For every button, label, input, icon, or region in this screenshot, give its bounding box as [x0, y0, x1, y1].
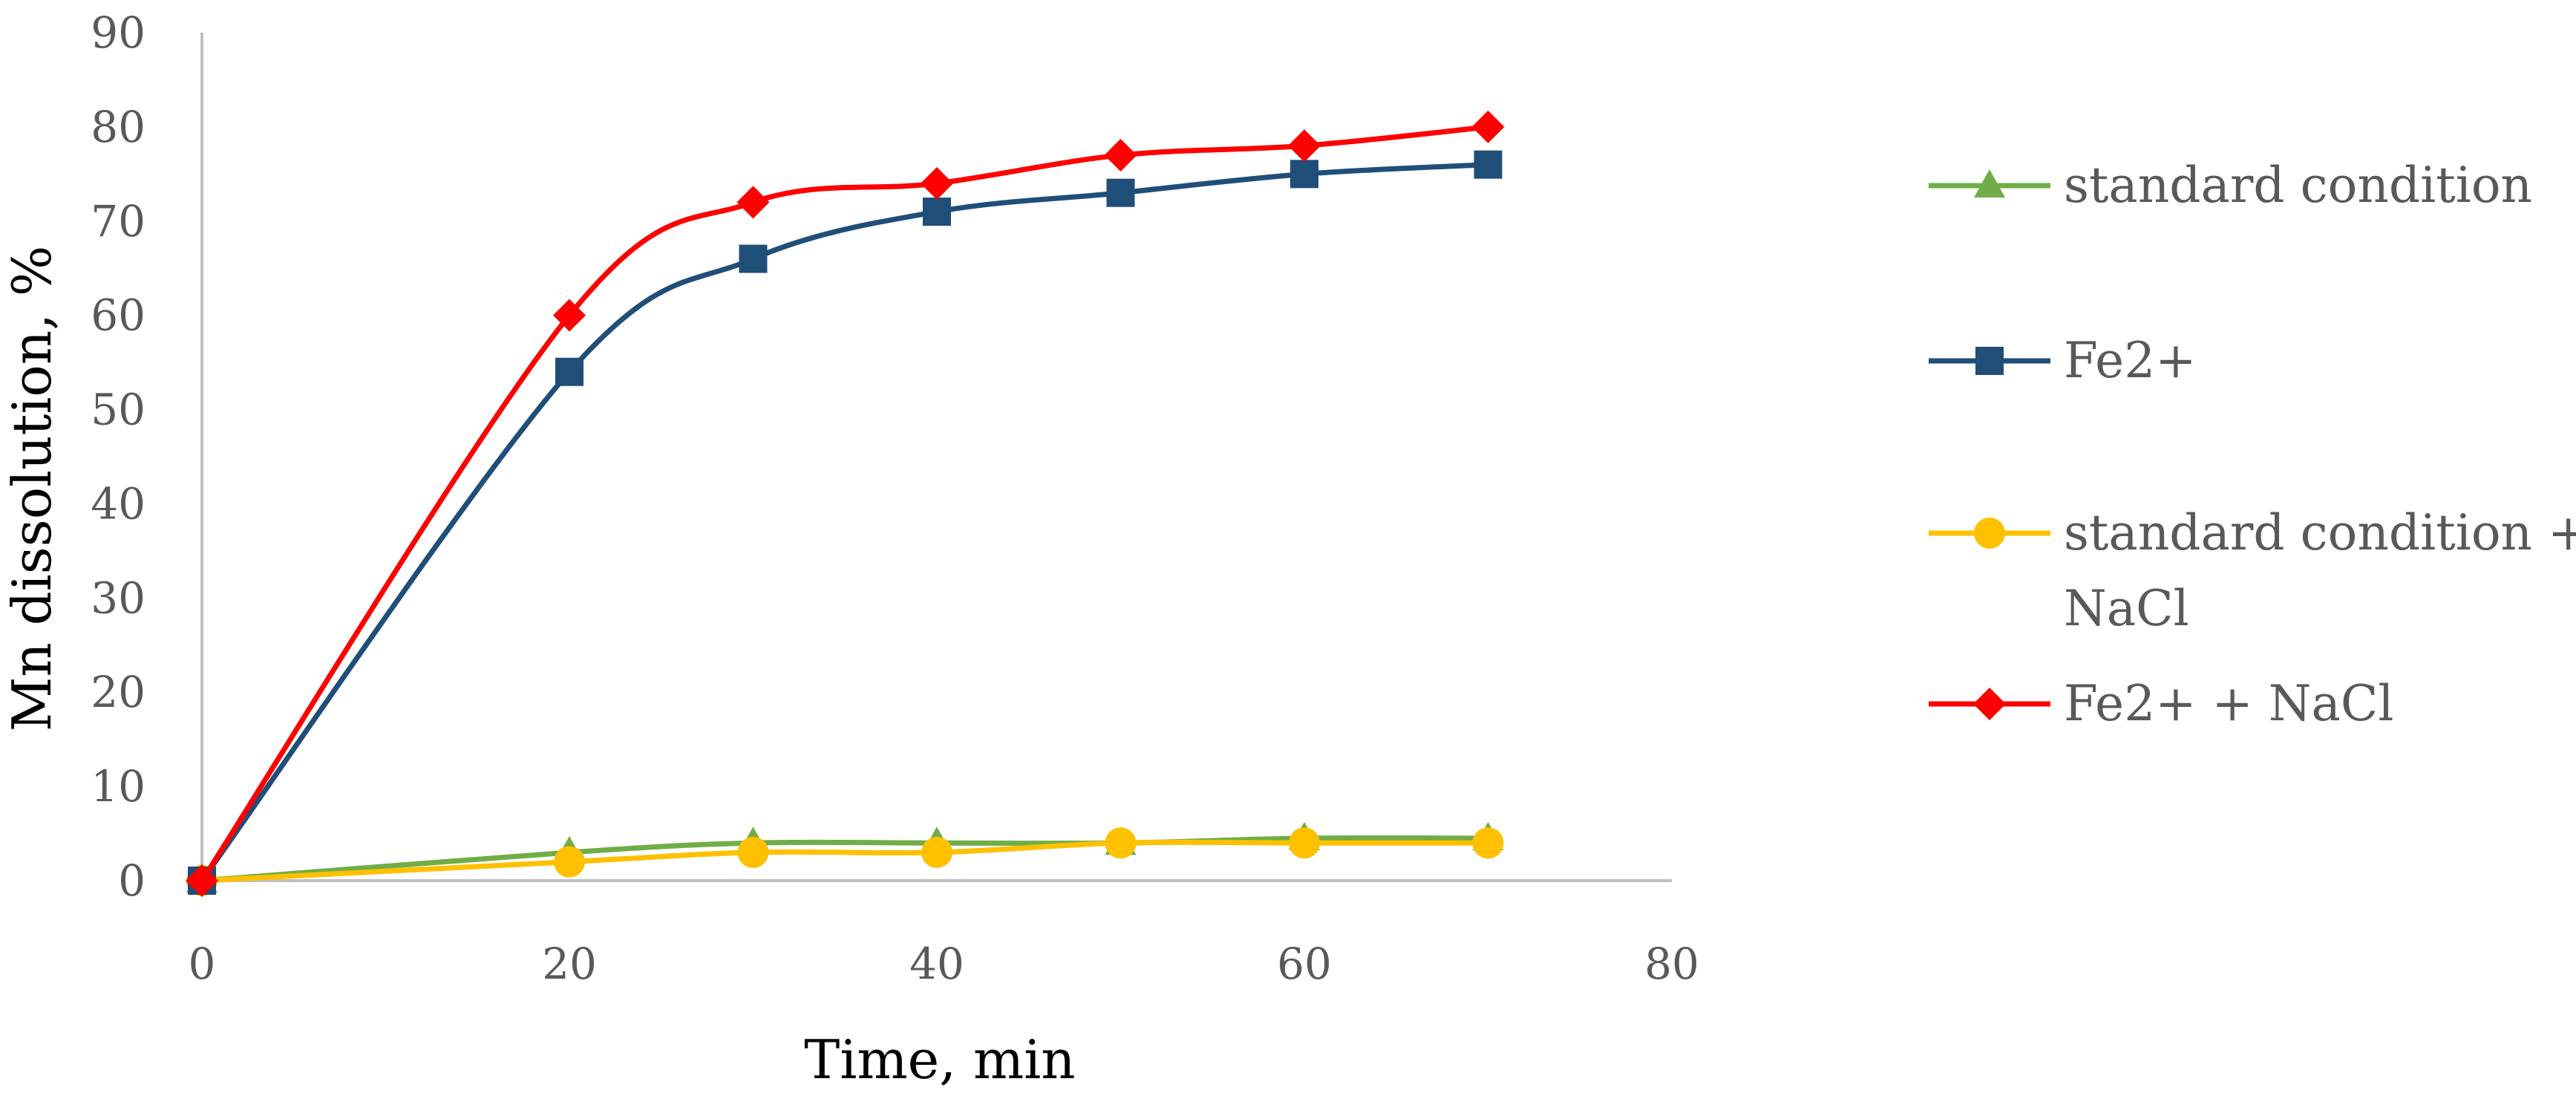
series-standard-condition-nacl: [186, 827, 1504, 896]
legend-item-standard-condition: standard condition: [1929, 157, 2532, 214]
y-tick-label: 40: [91, 478, 146, 529]
series-line-fe2: [199, 162, 1491, 884]
x-axis-title: Time, min: [804, 1028, 1075, 1091]
legend-label: standard condition: [2064, 157, 2532, 214]
legend-item-fe2-nacl: Fe2+ + NaCl: [1929, 675, 2394, 732]
legend-marker: [1975, 347, 2004, 375]
data-point-fe2: [923, 198, 951, 226]
legend-item-standard-condition-nacl: standard condition + NaCl: [1929, 504, 2576, 637]
data-point-fe2-nacl: [1104, 138, 1137, 172]
data-point-fe2-nacl: [921, 167, 953, 200]
data-point-standard-condition-nacl: [737, 836, 769, 868]
data-point-fe2-nacl: [186, 864, 218, 897]
axes: 0 10 20 30 40 50 60 70 80 90 0 20 40 60 80: [91, 7, 1699, 989]
legend-marker: [1973, 688, 2006, 720]
y-tick-label: 10: [91, 761, 146, 812]
y-tick-label: 70: [91, 196, 146, 247]
data-point-fe2-nacl: [553, 299, 586, 332]
data-point-fe2: [1290, 160, 1318, 189]
y-axis-title: Mn dissolution, %: [1, 246, 63, 732]
x-tick-label: 60: [1277, 939, 1332, 989]
series-layer: [186, 110, 1505, 897]
y-tick-label: 60: [91, 290, 146, 341]
y-tick-label: 0: [118, 855, 146, 906]
legend-marker: [1974, 518, 2005, 549]
legend-item-fe2: Fe2+: [1929, 332, 2197, 389]
legend: standard condition Fe2+ standard condition…: [1929, 157, 2576, 732]
legend-label: Fe2+: [2064, 332, 2197, 389]
legend-label: standard condition + NaCl: [2064, 504, 2576, 637]
series-fe2-nacl: [186, 110, 1505, 897]
y-tick-label: 30: [91, 573, 146, 623]
data-point-standard-condition-nacl: [921, 836, 952, 868]
x-tick-label: 80: [1644, 939, 1699, 989]
data-point-fe2-nacl: [1288, 129, 1321, 163]
data-point-standard-condition-nacl: [1472, 827, 1504, 859]
data-point-standard-condition-nacl: [554, 846, 585, 878]
y-tick-label: 20: [91, 667, 146, 717]
series-line-fe2-nacl: [199, 124, 1491, 884]
data-point-fe2-nacl: [1471, 110, 1505, 143]
legend-marker: [1974, 169, 2005, 198]
x-tick-label: 40: [909, 939, 964, 989]
data-point-fe2: [1474, 150, 1503, 179]
data-point-fe2-nacl: [736, 186, 770, 219]
data-point-fe2: [1106, 178, 1135, 207]
x-tick-label: 20: [542, 939, 597, 989]
x-tick-label: 0: [189, 939, 216, 989]
y-tick-label: 50: [91, 385, 146, 435]
data-point-standard-condition-nacl: [1105, 827, 1137, 859]
data-point-fe2: [739, 244, 768, 273]
data-point-standard-condition-nacl: [1289, 827, 1320, 859]
y-tick-label: 90: [91, 7, 146, 58]
legend-label: Fe2+ + NaCl: [2064, 675, 2394, 732]
series-fe2: [188, 150, 1503, 895]
data-point-fe2: [555, 357, 583, 386]
y-tick-label: 80: [91, 102, 146, 152]
